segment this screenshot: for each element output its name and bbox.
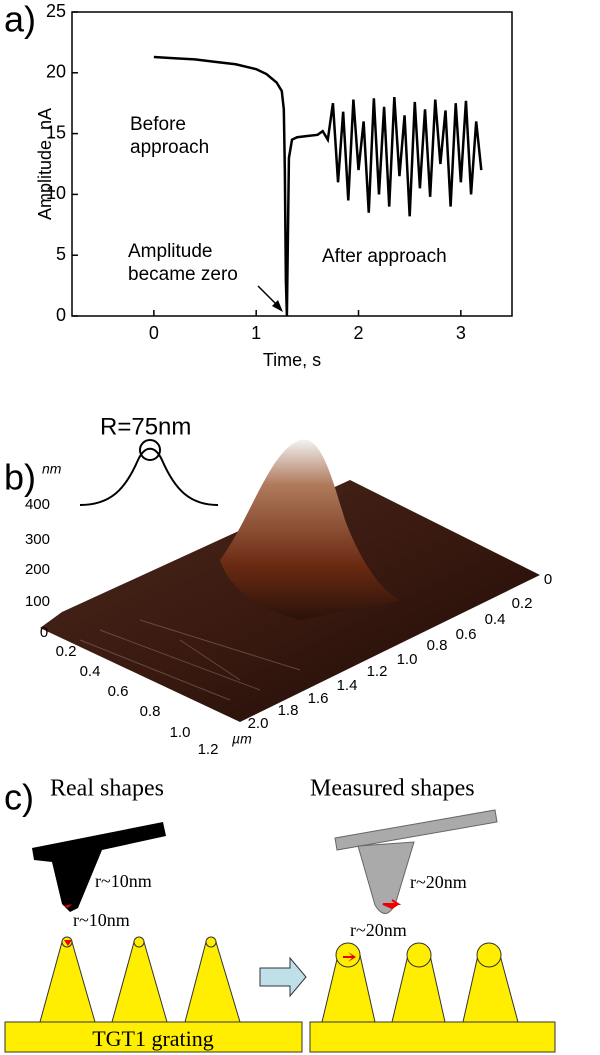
left-axis-tick-label: 1.2 xyxy=(198,741,219,758)
left-axis-tick-label: 0.4 xyxy=(80,663,101,680)
right-axis-tick-label: 1.8 xyxy=(278,702,299,719)
right-axis-tick-label: 1.6 xyxy=(308,690,329,707)
left-axis-tick-label: 1.0 xyxy=(170,724,191,741)
right-axis-tick-label: 1.4 xyxy=(337,677,358,694)
left-axis-tick-label: 0.6 xyxy=(108,683,129,700)
data-line xyxy=(153,55,483,317)
real-tip xyxy=(32,822,166,912)
right-axis-tick-label: 0 xyxy=(544,571,552,588)
right-axis-tick-label: 1.0 xyxy=(397,651,418,668)
inset-label: R=75nm xyxy=(100,413,191,440)
surface-peak xyxy=(220,439,400,620)
z-unit: nm xyxy=(42,461,62,477)
right-axis-tick-label: 0.6 xyxy=(456,626,477,643)
right-title: Measured shapes xyxy=(310,776,475,802)
unit: µm xyxy=(232,731,252,747)
measured-cantilever xyxy=(334,809,498,851)
red-arrow xyxy=(382,899,402,910)
left-axis-tick-label: 0 xyxy=(40,624,48,641)
right-axis-tick-label: 0.8 xyxy=(427,637,448,654)
grating-radius: r~10nm xyxy=(73,910,130,930)
annotation: approach xyxy=(130,137,209,158)
y-tick-label: 25 xyxy=(46,1,66,21)
red-arrow xyxy=(64,904,72,908)
x-axis-label: Time, s xyxy=(263,350,321,370)
tip-radius: r~10nm xyxy=(95,871,152,891)
surface-texture xyxy=(79,619,301,701)
right-axis-tick-label: 2.0 xyxy=(248,715,269,732)
x-tick-label: 1 xyxy=(251,323,261,343)
left-axis-tick-label: 0.8 xyxy=(140,703,161,720)
inset-circle xyxy=(139,439,161,461)
annotation: After approach xyxy=(322,246,447,267)
y-tick-label: 0 xyxy=(56,305,66,325)
right-axis-tick-label: 0.2 xyxy=(512,595,533,612)
left-grating xyxy=(4,936,303,1053)
red-arrow xyxy=(343,952,356,962)
y-tick-label: 15 xyxy=(46,122,66,142)
left-axis-tick-label: 0.2 xyxy=(56,643,77,660)
plot-frame xyxy=(71,11,513,317)
panel-label: a) xyxy=(4,0,36,40)
annotation: Before xyxy=(130,114,186,135)
z-tick-label: 100 xyxy=(25,593,50,610)
y-tick-label: 20 xyxy=(46,62,66,82)
grating-label: TGT1 grating xyxy=(92,1026,214,1051)
right-grating xyxy=(309,942,556,1053)
annotation: became zero xyxy=(128,264,238,285)
panel-label: b) xyxy=(4,457,36,498)
x-tick-label: 0 xyxy=(149,323,159,343)
measured-tip xyxy=(357,841,415,914)
right-axis-tick-label: 1.2 xyxy=(367,663,388,680)
tip-radius: r~20nm xyxy=(410,872,467,892)
inset-profile xyxy=(79,447,219,506)
transform-arrow xyxy=(259,956,307,998)
y-tick-label: 10 xyxy=(46,183,66,203)
y-tick-label: 5 xyxy=(56,244,66,264)
x-tick-label: 3 xyxy=(456,323,466,343)
right-axis-tick-label: 0.4 xyxy=(485,611,506,628)
z-tick-label: 400 xyxy=(25,496,50,513)
y-axis-label: Amplitude, nA xyxy=(35,108,55,220)
z-tick-label: 200 xyxy=(25,561,50,578)
panel-label: c) xyxy=(4,777,34,818)
red-arrow xyxy=(64,940,72,946)
z-tick-label: 300 xyxy=(25,531,50,548)
annotation-arrowhead xyxy=(272,300,283,312)
grating-radius: r~20nm xyxy=(350,920,407,940)
left-title: Real shapes xyxy=(50,776,164,802)
annotation: Amplitude xyxy=(128,241,213,262)
x-tick-label: 2 xyxy=(354,323,364,343)
